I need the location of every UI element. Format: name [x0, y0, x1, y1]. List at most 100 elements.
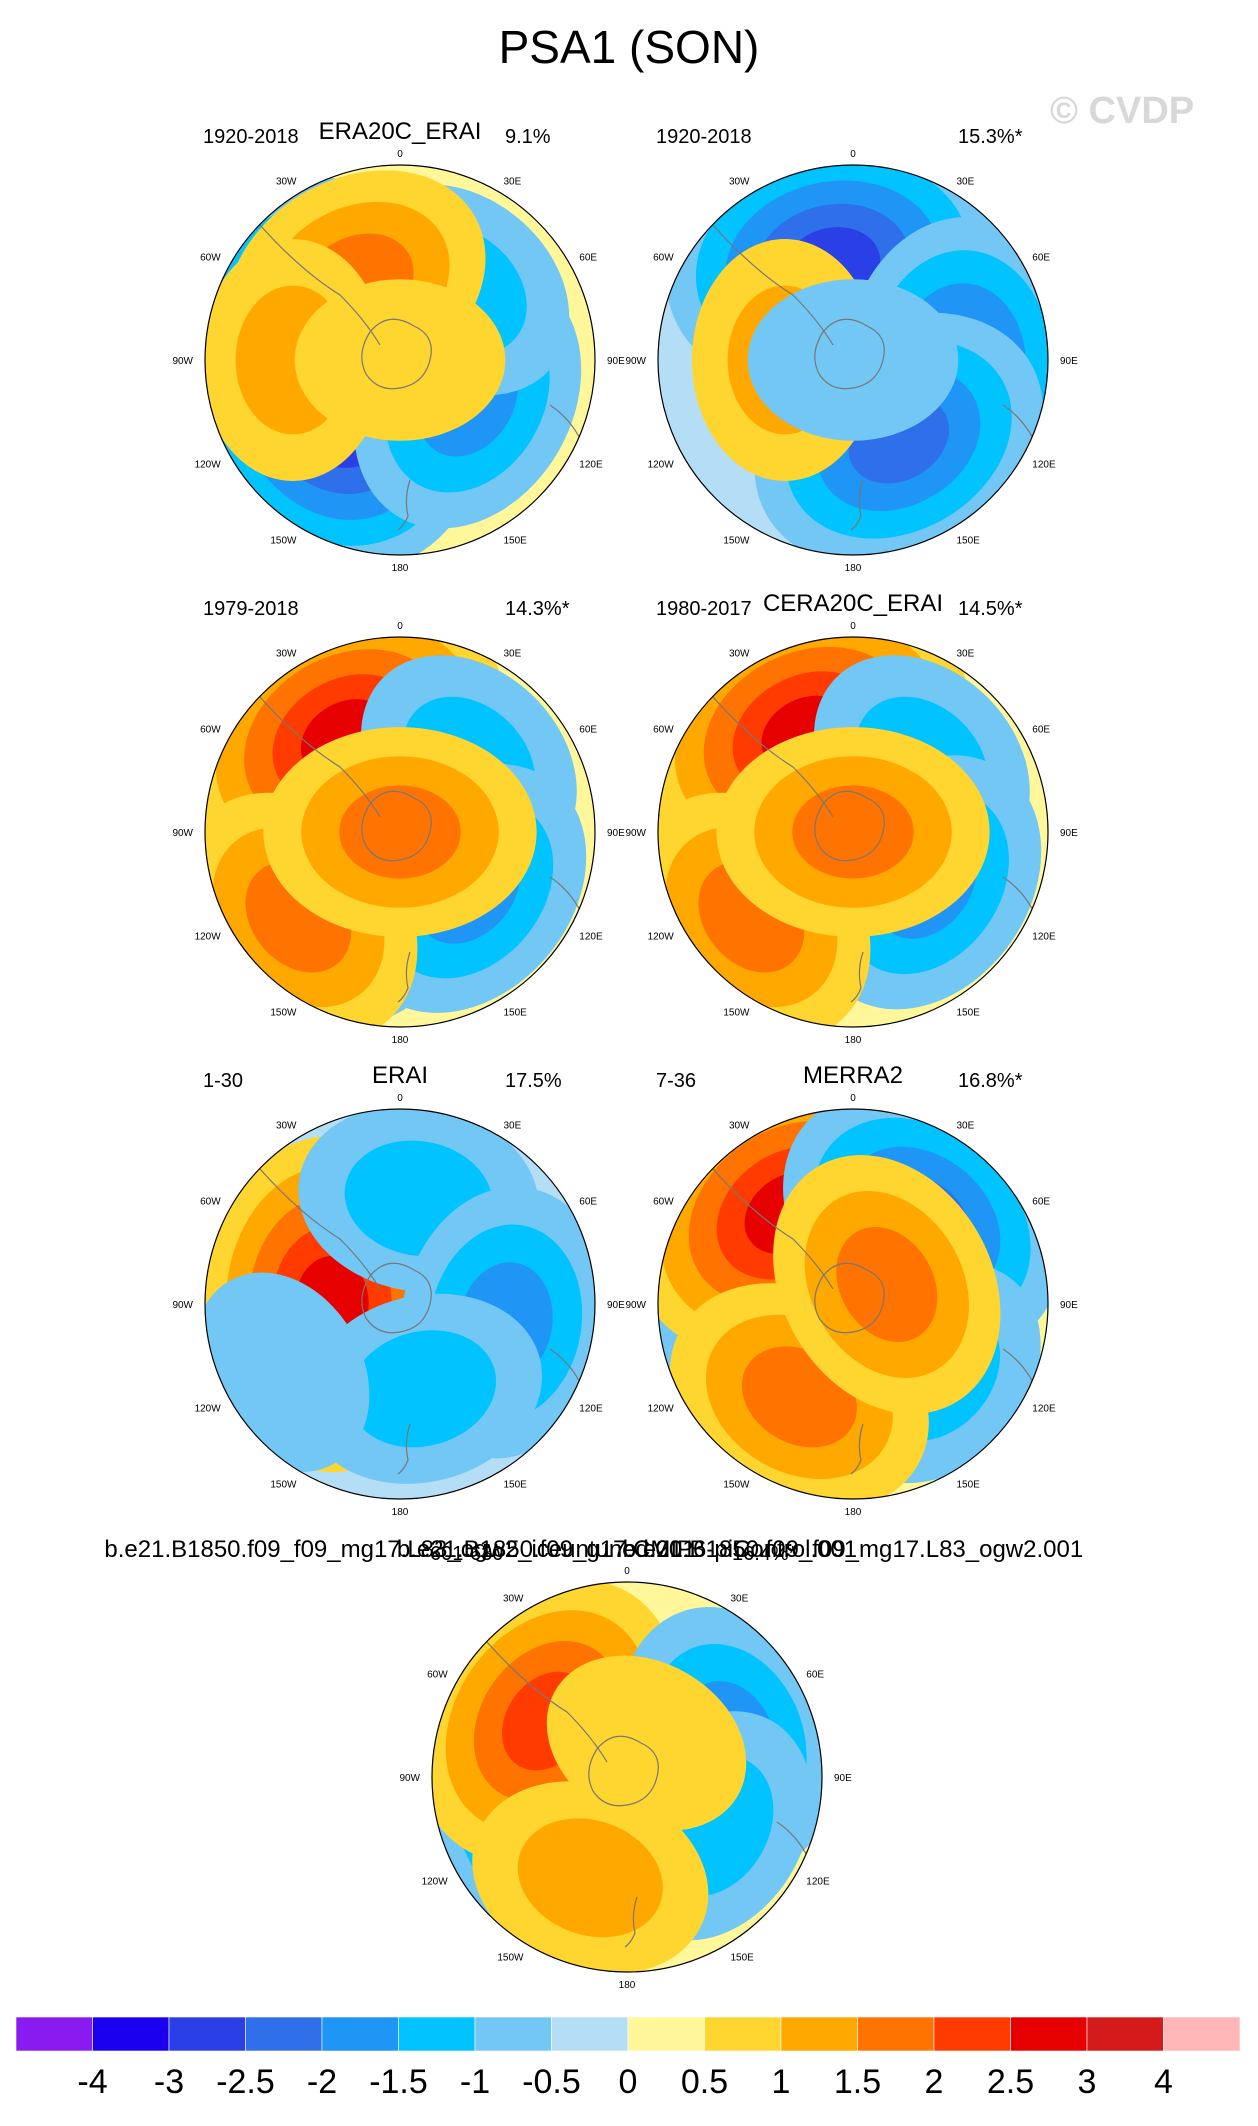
colorbar-swatch	[627, 2016, 705, 2052]
map-panel-3	[205, 637, 595, 1027]
colorbar-tick-label: 3	[1078, 2063, 1097, 2101]
colorbar-tick-label: -3	[154, 2063, 184, 2101]
panel-title: CERA20C_ERAI	[762, 590, 944, 617]
new-zealand-coastline	[397, 1423, 411, 1475]
longitude-label: 30W	[276, 1121, 297, 1132]
longitude-label: 90E	[607, 828, 625, 839]
map-panel-5	[205, 1109, 595, 1499]
map-panel-7	[432, 1582, 822, 1972]
map-border	[204, 1108, 596, 1500]
longitude-label: 30W	[276, 649, 297, 660]
anomaly-contour-6-1	[546, 1655, 747, 1831]
map-border	[657, 636, 1049, 1028]
new-zealand-coastline	[850, 951, 864, 1003]
panel-title: ERAI	[371, 1062, 429, 1089]
longitude-label: 60E	[579, 253, 597, 264]
colorbar-tick-label: -4	[77, 2063, 107, 2101]
antarctica-coastline	[361, 1262, 432, 1334]
colorbar-swatch	[168, 2016, 246, 2052]
new-zealand-coastline	[397, 951, 411, 1003]
longitude-label: 90E	[607, 356, 625, 367]
longitude-label: 150E	[504, 535, 528, 546]
longitude-label: 90W	[172, 828, 193, 839]
colorbar-swatch	[245, 2016, 323, 2052]
longitude-label: 180	[845, 563, 862, 574]
longitude-label: 120W	[648, 932, 675, 943]
longitude-label: 120E	[1032, 1404, 1056, 1415]
longitude-label: 150E	[504, 1479, 528, 1490]
longitude-label: 30E	[504, 1121, 522, 1132]
longitude-label: 150W	[270, 1007, 297, 1018]
longitude-label: 60W	[653, 253, 674, 264]
longitude-label: 120W	[648, 460, 675, 471]
longitude-label: 90W	[172, 356, 193, 367]
south-america-coastline	[486, 1641, 608, 1763]
longitude-label: 90W	[172, 1300, 193, 1311]
panel-title: b.e21.B1850.f09_g17.CMIP6-piControl.001	[396, 1536, 858, 1563]
longitude-label: 150W	[270, 1479, 297, 1490]
longitude-label: 60E	[579, 725, 597, 736]
anomaly-contour-5-2	[349, 1330, 497, 1448]
longitude-label: 90E	[1060, 1300, 1078, 1311]
longitude-label: 120W	[422, 1877, 449, 1888]
map-border	[204, 164, 596, 556]
panel-period: 1980-2017	[656, 598, 752, 620]
map-border	[204, 636, 596, 1028]
south-america-coastline	[259, 696, 381, 818]
longitude-label: 60E	[1032, 253, 1050, 264]
anomaly-contour-6-3	[792, 785, 914, 879]
panel-title: ERA20C_ERAI	[318, 118, 482, 145]
longitude-label: 120E	[579, 460, 603, 471]
longitude-label: 60W	[200, 1197, 221, 1208]
panel-title: b.e21.B1850.f09_f09_mg17.L83_ogw2_iceunt…	[104, 1536, 696, 1563]
map-border	[657, 164, 1049, 556]
longitude-label: 60E	[806, 1670, 824, 1681]
longitude-label: 30W	[276, 177, 297, 188]
colorbar-swatch	[704, 2016, 782, 2052]
longitude-label: 150E	[957, 535, 981, 546]
colorbar-swatch	[1010, 2016, 1088, 2052]
map-panel-4	[658, 637, 1048, 1027]
new-zealand-coastline	[850, 479, 864, 531]
longitude-label: 180	[392, 563, 409, 574]
longitude-label: 0	[850, 621, 856, 632]
longitude-label: 150W	[270, 535, 297, 546]
longitude-label: 150E	[504, 1007, 528, 1018]
south-america-coastline	[712, 224, 834, 346]
colorbar-tick-label: -1.5	[369, 2063, 428, 2101]
colorbar-tick-label: -1	[460, 2063, 490, 2101]
longitude-label: 60E	[579, 1197, 597, 1208]
colorbar-swatch	[15, 2016, 93, 2052]
longitude-label: 30W	[503, 1594, 524, 1605]
longitude-label: 30E	[504, 177, 522, 188]
colorbar-swatch	[321, 2016, 399, 2052]
map-panel-2	[658, 165, 1048, 555]
map-border	[657, 1108, 1049, 1500]
map-panel-1	[205, 165, 595, 555]
antarctica-coastline	[814, 790, 885, 862]
longitude-label: 30E	[504, 649, 522, 660]
longitude-label: 120E	[1032, 932, 1056, 943]
longitude-label: 180	[845, 1035, 862, 1046]
antarctica-coastline	[361, 318, 432, 390]
longitude-label: 60W	[200, 725, 221, 736]
panel-title: MERRA2	[802, 1062, 904, 1089]
longitude-label: 60E	[1032, 1197, 1050, 1208]
longitude-label: 120W	[195, 932, 222, 943]
longitude-label: 0	[850, 149, 856, 160]
colorbar-swatch	[474, 2016, 552, 2052]
longitude-label: 90E	[607, 1300, 625, 1311]
colorbar-tick-label: 0	[619, 2063, 638, 2101]
longitude-label: 30E	[957, 649, 975, 660]
longitude-label: 90W	[399, 1773, 420, 1784]
south-america-coastline	[712, 696, 834, 818]
longitude-label: 0	[397, 149, 403, 160]
panel-variance-percent: 17.5%	[505, 1070, 562, 1092]
longitude-label: 150E	[731, 1952, 755, 1963]
panel-variance-percent: 15.3%*	[958, 126, 1023, 148]
panel-period: 601-630	[430, 1543, 504, 1565]
antarctica-coastline	[361, 790, 432, 862]
longitude-label: 120W	[648, 1404, 675, 1415]
panel-variance-percent: 16.8%*	[958, 1070, 1023, 1092]
